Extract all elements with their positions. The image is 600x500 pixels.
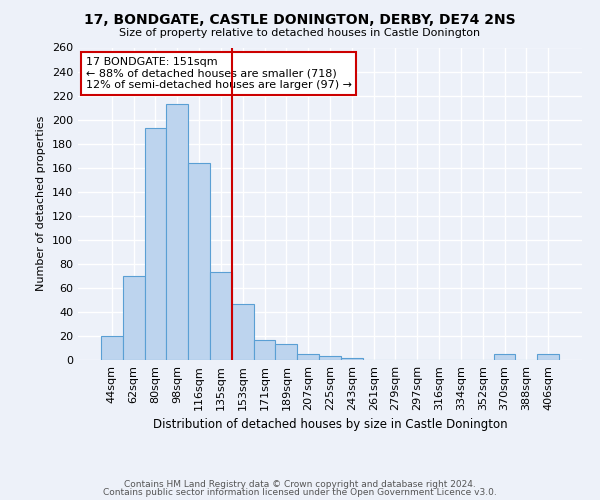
Bar [123, 276, 145, 360]
Bar [210, 272, 232, 360]
Y-axis label: Number of detached properties: Number of detached properties [37, 116, 46, 292]
X-axis label: Distribution of detached houses by size in Castle Donington: Distribution of detached houses by size … [152, 418, 508, 432]
Bar [166, 104, 188, 360]
Text: Contains HM Land Registry data © Crown copyright and database right 2024.: Contains HM Land Registry data © Crown c… [124, 480, 476, 489]
Bar [341, 358, 363, 360]
Bar [101, 336, 123, 360]
Text: 17 BONDGATE: 151sqm
← 88% of detached houses are smaller (718)
12% of semi-detac: 17 BONDGATE: 151sqm ← 88% of detached ho… [86, 57, 352, 90]
Bar [275, 344, 297, 360]
Bar [145, 128, 166, 360]
Bar [254, 340, 275, 360]
Bar [319, 356, 341, 360]
Bar [494, 354, 515, 360]
Text: 17, BONDGATE, CASTLE DONINGTON, DERBY, DE74 2NS: 17, BONDGATE, CASTLE DONINGTON, DERBY, D… [84, 12, 516, 26]
Text: Contains public sector information licensed under the Open Government Licence v3: Contains public sector information licen… [103, 488, 497, 497]
Bar [232, 304, 254, 360]
Bar [188, 163, 210, 360]
Bar [297, 354, 319, 360]
Text: Size of property relative to detached houses in Castle Donington: Size of property relative to detached ho… [119, 28, 481, 38]
Bar [537, 354, 559, 360]
